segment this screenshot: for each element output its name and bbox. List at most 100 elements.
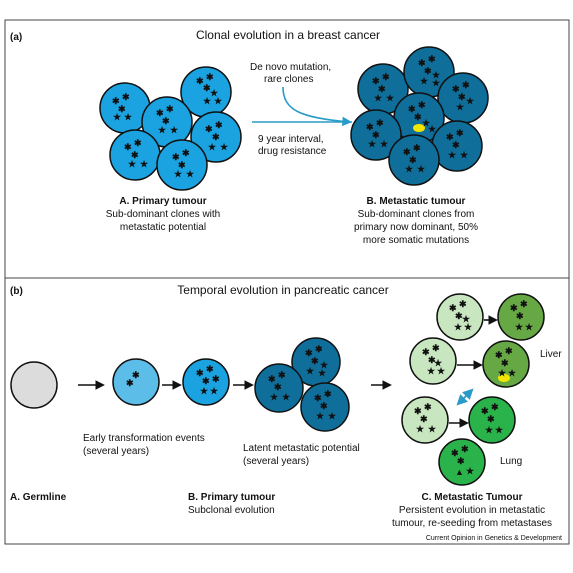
- svg-text:✱: ✱: [196, 76, 204, 86]
- svg-text:✱: ✱: [124, 142, 132, 152]
- svg-text:✱: ✱: [418, 100, 426, 110]
- svg-text:✱: ✱: [420, 414, 428, 424]
- liver-label: Liver: [540, 349, 562, 360]
- svg-text:✱: ✱: [131, 150, 139, 160]
- svg-text:✱: ✱: [315, 344, 323, 354]
- early-events-line2: (several years): [83, 446, 149, 457]
- svg-text:✱: ✱: [459, 299, 467, 309]
- svg-text:✱: ✱: [456, 128, 464, 138]
- svg-text:★: ★: [113, 112, 122, 122]
- svg-text:✱: ✱: [376, 118, 384, 128]
- svg-text:✱: ✱: [446, 132, 454, 142]
- svg-text:★: ★: [328, 411, 337, 421]
- svg-text:★: ★: [437, 366, 446, 376]
- svg-text:✱: ✱: [452, 140, 460, 150]
- svg-text:★: ★: [140, 159, 149, 169]
- svg-text:✱: ✱: [491, 402, 499, 412]
- metastasis-cell-lung: [438, 438, 486, 486]
- svg-text:★: ★: [515, 322, 524, 332]
- svg-text:★: ★: [495, 425, 504, 435]
- svg-text:★: ★: [320, 360, 329, 370]
- svg-text:★: ★: [170, 125, 179, 135]
- svg-text:✱: ✱: [122, 92, 130, 102]
- svg-text:★: ★: [466, 96, 475, 106]
- latent-potential-line2: (several years): [243, 456, 309, 467]
- metastasis-cell-pale: [401, 396, 449, 444]
- primary-tumour-cell: [182, 358, 230, 406]
- svg-text:✱: ✱: [215, 120, 223, 130]
- tumour-cell: [388, 134, 440, 186]
- figure-frame: [4, 19, 570, 545]
- metastasis-cell-pale: [409, 337, 457, 385]
- metastatic-tumour-desc-line2: primary now dominant, 50%: [354, 222, 478, 233]
- svg-text:★: ★: [210, 88, 219, 98]
- svg-text:✱: ✱: [461, 444, 469, 454]
- svg-text:★: ★: [186, 169, 195, 179]
- svg-text:✱: ✱: [403, 147, 411, 157]
- metastasis-cell-pale: [436, 293, 484, 341]
- svg-text:✱: ✱: [156, 108, 164, 118]
- svg-text:★: ★: [368, 139, 377, 149]
- svg-text:✱: ✱: [202, 376, 210, 386]
- svg-text:★: ★: [200, 386, 209, 396]
- svg-text:✱: ✱: [366, 122, 374, 132]
- mutation-markers: ✱✱✱ ★★ ✱✱✱ ★★★ ✱✱✱ ★★ ✱✱✱ ★★ ✱✱✱ ★★ ✱✱✱ …: [366, 54, 475, 174]
- svg-text:✱: ✱: [206, 364, 214, 374]
- primary-tumour-cluster: ✱ ✱✱ ★ ★ ✱ ✱✱ ★★ ★ ✱ ✱✱ ★ ★ ✱ ✱✱ ★ ★ ✱ ✱✱ ★ ★ ✱ ✱✱ …: [99, 66, 242, 191]
- svg-text:★: ★: [316, 411, 325, 421]
- svg-text:★: ★: [485, 425, 494, 435]
- svg-text:✱: ✱: [424, 402, 432, 412]
- svg-text:✱: ✱: [311, 356, 319, 366]
- svg-text:✱: ✱: [457, 456, 465, 466]
- svg-text:★: ★: [405, 164, 414, 174]
- svg-text:★: ★: [525, 322, 534, 332]
- svg-text:★: ★: [306, 366, 315, 376]
- svg-text:✱: ✱: [314, 393, 322, 403]
- pancreatic-metastatic-heading: C. Metastatic Tumour: [422, 492, 523, 503]
- panel-a-title: Clonal evolution in a breast cancer: [196, 28, 380, 42]
- pancreatic-primary-heading: B. Primary tumour: [188, 492, 275, 503]
- svg-text:★: ★: [432, 70, 441, 80]
- latent-potential-line1: Latent metastatic potential: [243, 443, 360, 454]
- pancreatic-metastatic-desc-line1: Persistent evolution in metastatic: [399, 505, 545, 516]
- svg-text:★: ★: [454, 322, 463, 332]
- interval-note-line2: drug resistance: [258, 146, 327, 157]
- svg-text:✱: ✱: [182, 148, 190, 158]
- panel-b-label: (b): [10, 286, 23, 297]
- svg-text:✱: ✱: [372, 130, 380, 140]
- svg-text:✱: ✱: [320, 401, 328, 411]
- svg-text:✱: ✱: [501, 358, 509, 368]
- svg-text:★: ★: [374, 93, 383, 103]
- svg-text:✱: ✱: [451, 448, 459, 458]
- svg-text:★: ★: [128, 159, 137, 169]
- metastasis-cell-liver: [482, 340, 530, 388]
- svg-text:✱: ✱: [505, 346, 513, 356]
- svg-text:✱: ✱: [520, 299, 528, 309]
- mutation-note-line2: rare clones: [264, 74, 313, 85]
- svg-text:★: ★: [498, 368, 507, 378]
- metastases-network: ✱ ✱✱ ★ ★★ ✱ ✱✱ ★ ★ ✱ ✱✱ ★ ★★ ✱ ✱✱ ★★ ✱ ✱✱ ★ ★ ✱ ✱✱…: [401, 293, 545, 486]
- svg-text:✱: ✱: [432, 343, 440, 353]
- panel-b-title: Temporal evolution in pancreatic cancer: [177, 283, 388, 297]
- primary-tumour-heading: A. Primary tumour: [119, 196, 206, 207]
- svg-text:★: ★: [427, 366, 436, 376]
- primary-tumour-desc-line2: metastatic potential: [120, 222, 206, 233]
- mutation-markers: ✱ ✱✱ ✱ ★ ★: [196, 364, 220, 396]
- svg-text:✱: ✱: [206, 72, 214, 82]
- svg-text:✱: ✱: [278, 370, 286, 380]
- svg-text:★: ★: [270, 392, 279, 402]
- svg-text:✱: ✱: [495, 350, 503, 360]
- svg-text:✱: ✱: [458, 92, 466, 102]
- svg-text:★: ★: [208, 142, 217, 152]
- svg-text:✱: ✱: [516, 311, 524, 321]
- metastatic-tumour-cluster: ✱ ✱✱ ★ ★ ✱ ✱✱ ★★ ★ ✱ ✱✱ ★★ ✱ ✱✱ ★★ ✱ ✱✱ ★ ★ ✱ ✱✱ …: [350, 46, 489, 186]
- germline-cell: [10, 361, 58, 409]
- svg-text:✱: ✱: [324, 389, 332, 399]
- journal-credit: Current Opinion in Genetics & Developmen…: [426, 535, 562, 542]
- pancreatic-metastatic-desc-line2: tumour, re-seeding from metastases: [392, 518, 552, 529]
- svg-text:✱: ✱: [428, 54, 436, 64]
- svg-text:★: ★: [508, 368, 517, 378]
- svg-text:★: ★: [124, 112, 133, 122]
- svg-text:✱: ✱: [134, 138, 142, 148]
